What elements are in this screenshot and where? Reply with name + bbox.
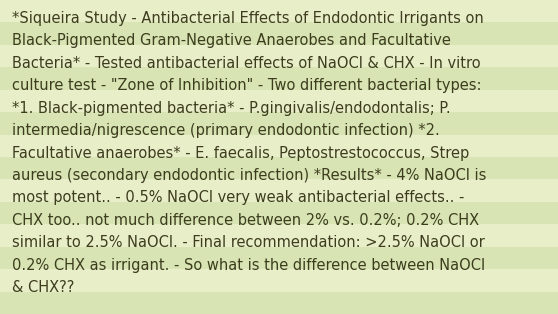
Bar bbox=[0, 224, 558, 247]
Bar bbox=[0, 179, 558, 202]
Text: Black-Pigmented Gram-Negative Anaerobes and Facultative: Black-Pigmented Gram-Negative Anaerobes … bbox=[12, 33, 451, 48]
Bar bbox=[0, 247, 558, 269]
Bar bbox=[0, 202, 558, 224]
Bar bbox=[0, 157, 558, 179]
Text: & CHX??: & CHX?? bbox=[12, 280, 75, 295]
Bar bbox=[0, 90, 558, 112]
Text: similar to 2.5% NaOCl. - Final recommendation: >2.5% NaOCl or: similar to 2.5% NaOCl. - Final recommend… bbox=[12, 235, 485, 250]
Bar bbox=[0, 22, 558, 45]
Text: culture test - "Zone of Inhibition" - Two different bacterial types:: culture test - "Zone of Inhibition" - Tw… bbox=[12, 78, 482, 93]
Bar bbox=[0, 67, 558, 90]
Text: CHX too.. not much difference between 2% vs. 0.2%; 0.2% CHX: CHX too.. not much difference between 2%… bbox=[12, 213, 479, 228]
Bar bbox=[0, 45, 558, 67]
Text: *Siqueira Study - Antibacterial Effects of Endodontic Irrigants on: *Siqueira Study - Antibacterial Effects … bbox=[12, 11, 484, 26]
Bar bbox=[0, 135, 558, 157]
Text: *1. Black-pigmented bacteria* - P.gingivalis/endodontalis; P.: *1. Black-pigmented bacteria* - P.gingiv… bbox=[12, 101, 451, 116]
Bar bbox=[0, 112, 558, 135]
Bar bbox=[0, 292, 558, 314]
Text: intermedia/nigrescence (primary endodontic infection) *2.: intermedia/nigrescence (primary endodont… bbox=[12, 123, 440, 138]
Text: Facultative anaerobes* - E. faecalis, Peptostrestococcus, Strep: Facultative anaerobes* - E. faecalis, Pe… bbox=[12, 146, 469, 160]
Text: Bacteria* - Tested antibacterial effects of NaOCl & CHX - In vitro: Bacteria* - Tested antibacterial effects… bbox=[12, 56, 481, 71]
Bar bbox=[0, 0, 558, 22]
Bar bbox=[0, 269, 558, 292]
Text: aureus (secondary endodontic infection) *Results* - 4% NaOCl is: aureus (secondary endodontic infection) … bbox=[12, 168, 487, 183]
Text: 0.2% CHX as irrigant. - So what is the difference between NaOCl: 0.2% CHX as irrigant. - So what is the d… bbox=[12, 258, 485, 273]
Text: most potent.. - 0.5% NaOCl very weak antibacterial effects.. -: most potent.. - 0.5% NaOCl very weak ant… bbox=[12, 190, 465, 205]
